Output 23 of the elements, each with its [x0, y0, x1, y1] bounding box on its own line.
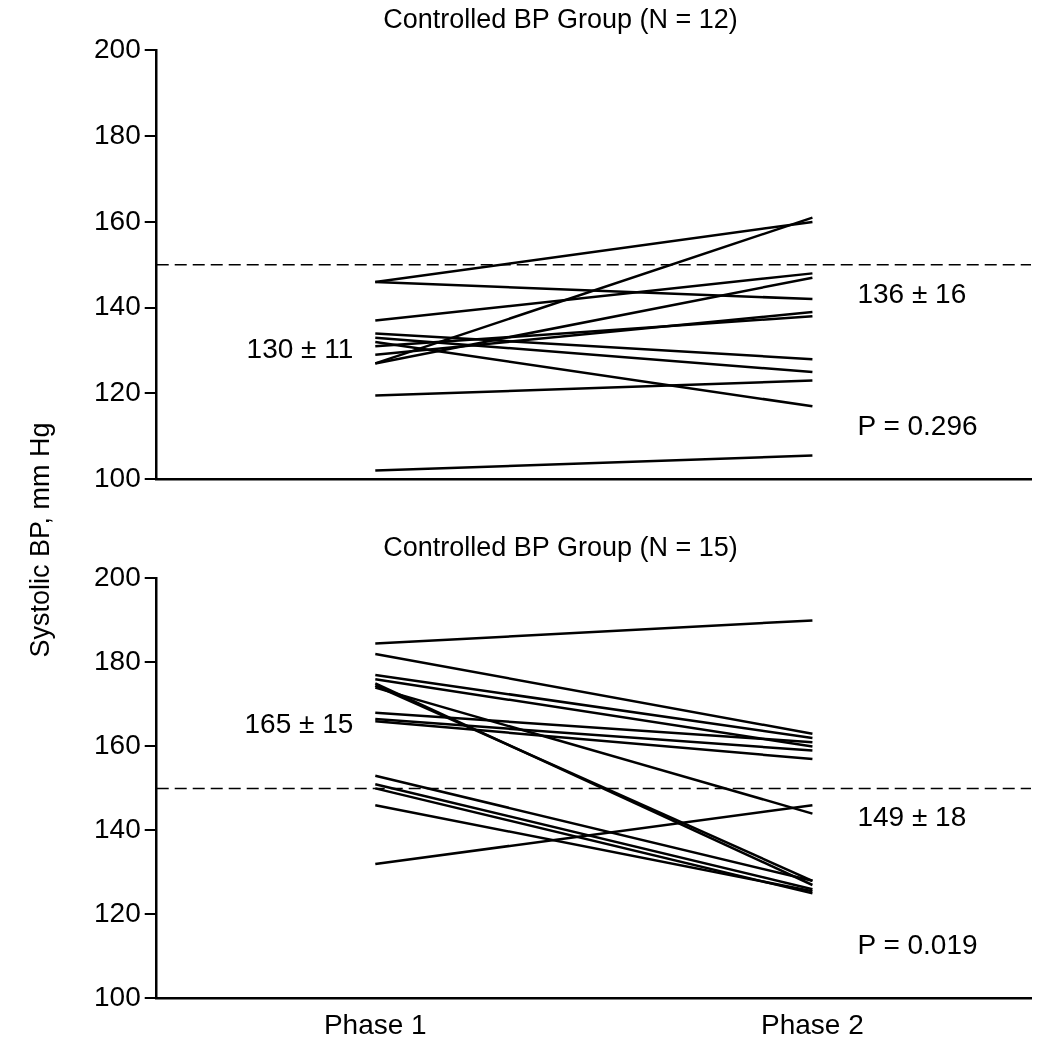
y-tick-label: 160	[94, 204, 141, 236]
chart-title: Controlled BP Group (N = 15)	[383, 531, 738, 562]
y-tick-label: 180	[94, 118, 141, 150]
annotation: 149 ± 18	[857, 801, 967, 833]
annotation: P = 0.019	[857, 929, 978, 961]
y-tick-label: 200	[94, 33, 141, 65]
y-tick-label: 120	[94, 897, 141, 929]
y-tick-label: 140	[94, 290, 141, 322]
y-tick-label: 120	[94, 376, 141, 408]
annotation: P = 0.296	[857, 409, 978, 441]
y-tick-label: 180	[94, 645, 141, 677]
y-axis-title: Systolic BP, mm Hg	[24, 422, 56, 658]
y-tick-label: 100	[94, 981, 141, 1013]
y-tick-label: 160	[94, 729, 141, 761]
annotation: 136 ± 16	[857, 277, 967, 309]
annotation: 165 ± 15	[244, 708, 354, 740]
y-tick-label: 140	[94, 813, 141, 845]
chart-title: Controlled BP Group (N = 12)	[383, 3, 738, 34]
y-tick-label: 200	[94, 561, 141, 593]
x-tick-label: Phase 2	[761, 1008, 864, 1040]
x-tick-label: Phase 1	[323, 1008, 427, 1040]
y-tick-label: 100	[94, 461, 141, 493]
annotation: 130 ± 11	[246, 333, 354, 365]
